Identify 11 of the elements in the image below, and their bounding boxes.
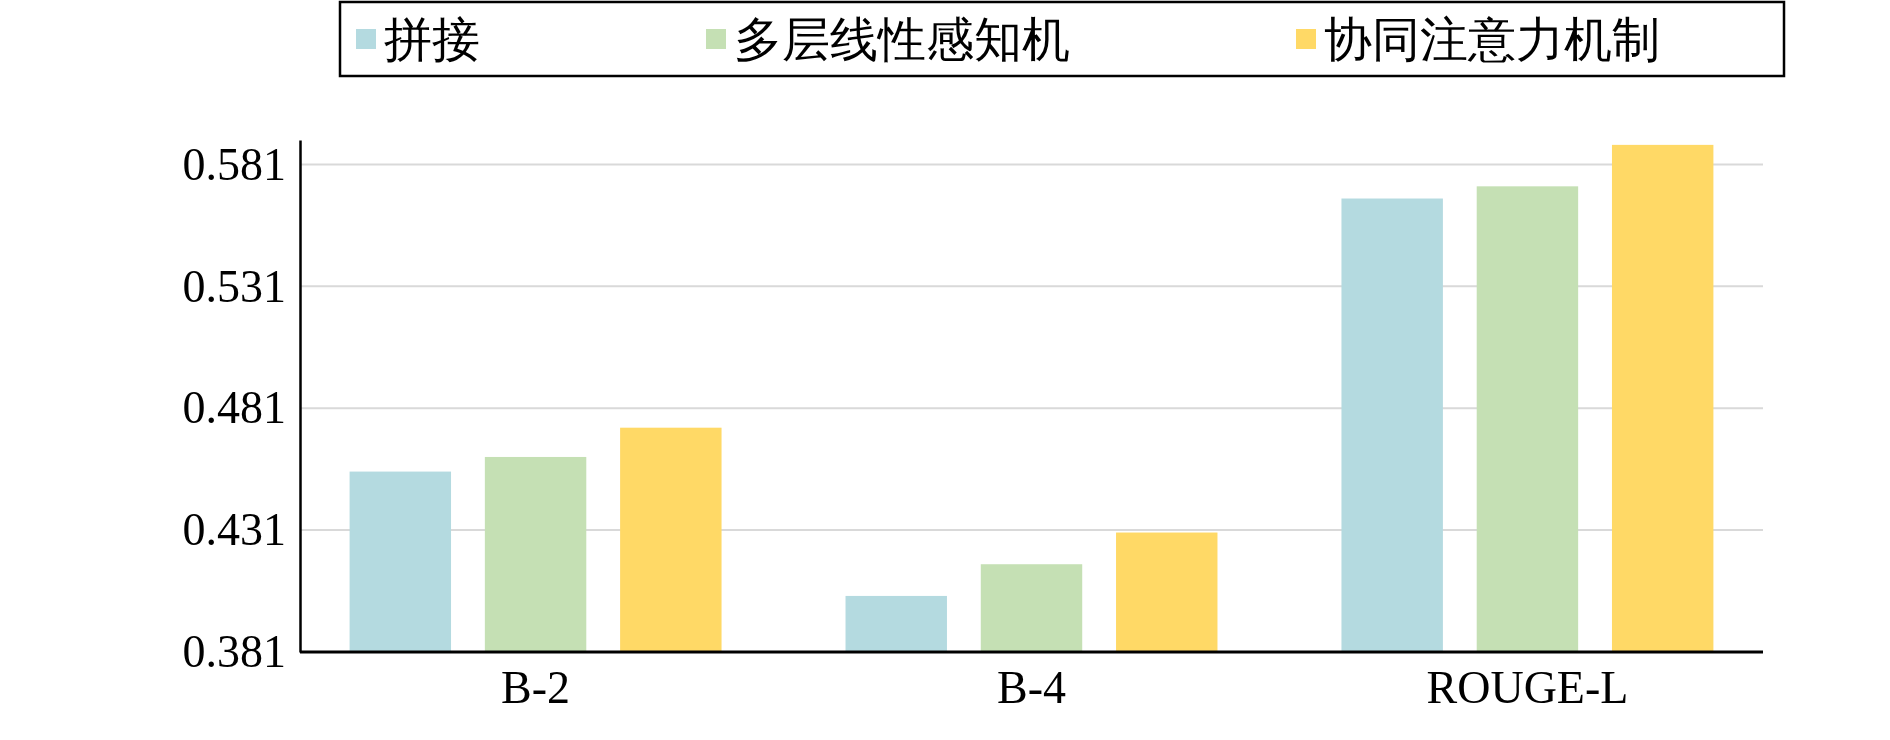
x-tick-label: ROUGE-L [1426, 661, 1629, 713]
legend-label: 拼接 [384, 13, 480, 66]
y-tick-label: 0.381 [182, 626, 286, 678]
x-tick-label: B-2 [501, 661, 571, 713]
y-tick-label: 0.481 [182, 382, 286, 434]
x-tick-label: B-4 [997, 661, 1066, 713]
y-tick-label: 0.581 [182, 138, 286, 190]
legend-label: 协同注意力机制 [1324, 13, 1660, 66]
legend-label: 多层线性感知机 [734, 13, 1070, 66]
y-tick-label: 0.431 [182, 504, 286, 556]
y-tick-label: 0.531 [182, 260, 286, 312]
